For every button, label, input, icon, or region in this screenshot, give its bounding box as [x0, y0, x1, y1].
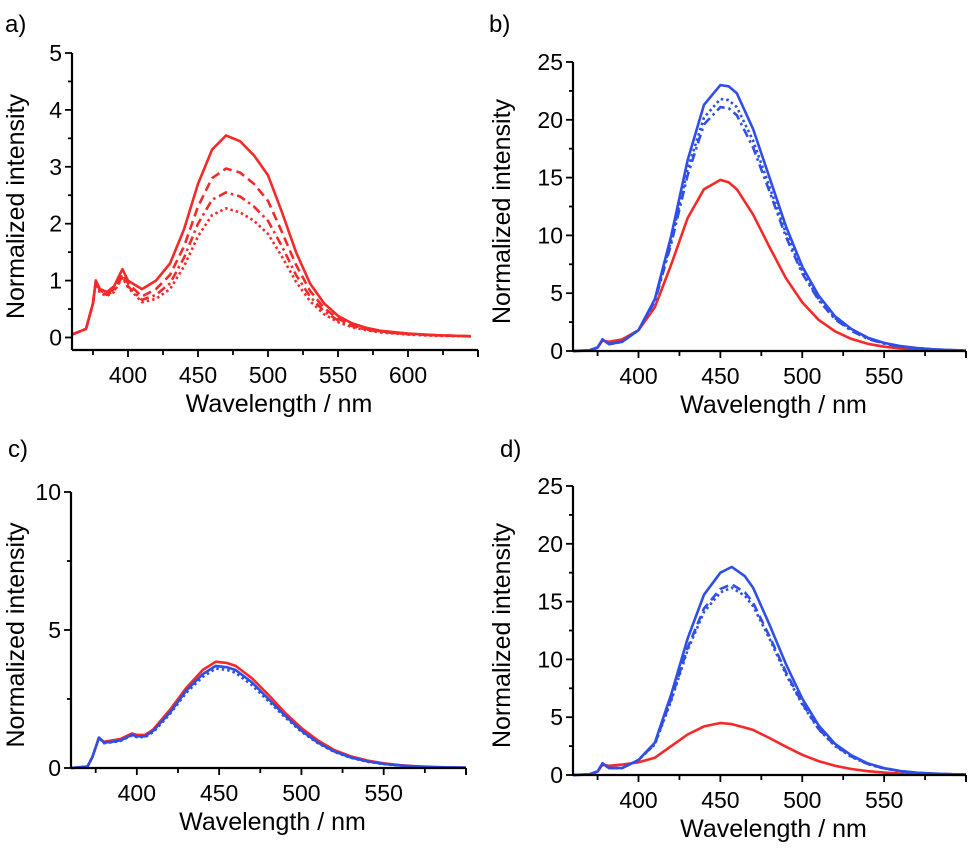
x-tick-label: 550 — [319, 362, 357, 388]
x-tick-label: 500 — [282, 780, 320, 806]
series-red-solid — [572, 178, 967, 353]
series-blue-solid — [572, 565, 967, 777]
y-tick-label: 10 — [537, 646, 563, 672]
x-axis-title: Wavelength / nm — [680, 815, 867, 843]
x-tick-label: 400 — [118, 780, 156, 806]
x-axis-title: Wavelength / nm — [186, 390, 373, 418]
y-axis-title: Normalized intensity — [488, 522, 516, 748]
series-blue-dotted — [572, 97, 967, 353]
y-tick-label: 10 — [35, 479, 61, 505]
panel-label: b) — [489, 11, 510, 38]
x-tick-label: 600 — [389, 362, 427, 388]
x-tick-label: 450 — [701, 363, 739, 389]
y-tick-label: 10 — [537, 222, 563, 248]
y-tick-label: 4 — [49, 97, 62, 123]
y-axis-title: Normalized intensity — [2, 522, 30, 748]
series-blue-dashdot — [572, 105, 967, 353]
x-tick-label: 400 — [619, 787, 657, 813]
series-blue-solid — [70, 664, 467, 770]
y-tick-label: 5 — [49, 40, 62, 66]
y-tick-label: 20 — [537, 531, 563, 557]
y-axis-title: Normalized intensity — [488, 98, 516, 324]
y-tick-label: 0 — [48, 755, 61, 781]
y-tick-label: 0 — [550, 762, 563, 788]
series-red-dashdot — [71, 191, 472, 338]
x-tick-label: 500 — [783, 787, 821, 813]
y-tick-label: 2 — [49, 211, 62, 237]
series-blue-dashed — [572, 583, 967, 777]
y-tick-label: 25 — [537, 49, 563, 75]
x-tick-label: 550 — [865, 787, 903, 813]
y-tick-label: 25 — [537, 473, 563, 499]
y-tick-label: 1 — [49, 268, 62, 294]
y-tick-label: 5 — [48, 617, 61, 643]
series-red-solid — [572, 721, 967, 777]
x-tick-label: 450 — [179, 362, 217, 388]
y-tick-label: 5 — [550, 280, 563, 306]
y-tick-label: 20 — [537, 107, 563, 133]
panel-label: a) — [5, 11, 26, 38]
series-red-dashed — [71, 167, 472, 338]
series-blue-dotted — [572, 586, 967, 777]
x-axis-title: Wavelength / nm — [179, 808, 366, 836]
x-tick-label: 400 — [109, 362, 147, 388]
series-blue-dotted — [70, 667, 467, 770]
x-tick-label: 450 — [200, 780, 238, 806]
y-tick-label: 0 — [550, 338, 563, 364]
x-tick-label: 400 — [619, 363, 657, 389]
y-tick-label: 5 — [550, 704, 563, 730]
series-blue-solid — [572, 83, 967, 353]
x-tick-label: 500 — [783, 363, 821, 389]
series-red-solid — [70, 660, 467, 770]
x-tick-label: 550 — [865, 363, 903, 389]
y-tick-label: 3 — [49, 154, 62, 180]
x-tick-label: 550 — [365, 780, 403, 806]
x-axis-title: Wavelength / nm — [680, 391, 867, 419]
y-tick-label: 15 — [537, 165, 563, 191]
panel-label: d) — [500, 436, 521, 463]
y-axis-title: Normalized intensity — [2, 93, 30, 319]
series-red-dotted — [71, 207, 472, 338]
y-tick-label: 0 — [49, 324, 62, 350]
x-tick-label: 500 — [249, 362, 287, 388]
panel-a: a) 0 1 2 3 4 5 400 450 500 550 600 Wavelength / nm No… — [2, 11, 479, 418]
series-red-solid — [71, 134, 472, 338]
x-tick-label: 450 — [701, 787, 739, 813]
panel-label: c) — [8, 436, 28, 463]
y-tick-label: 15 — [537, 589, 563, 615]
